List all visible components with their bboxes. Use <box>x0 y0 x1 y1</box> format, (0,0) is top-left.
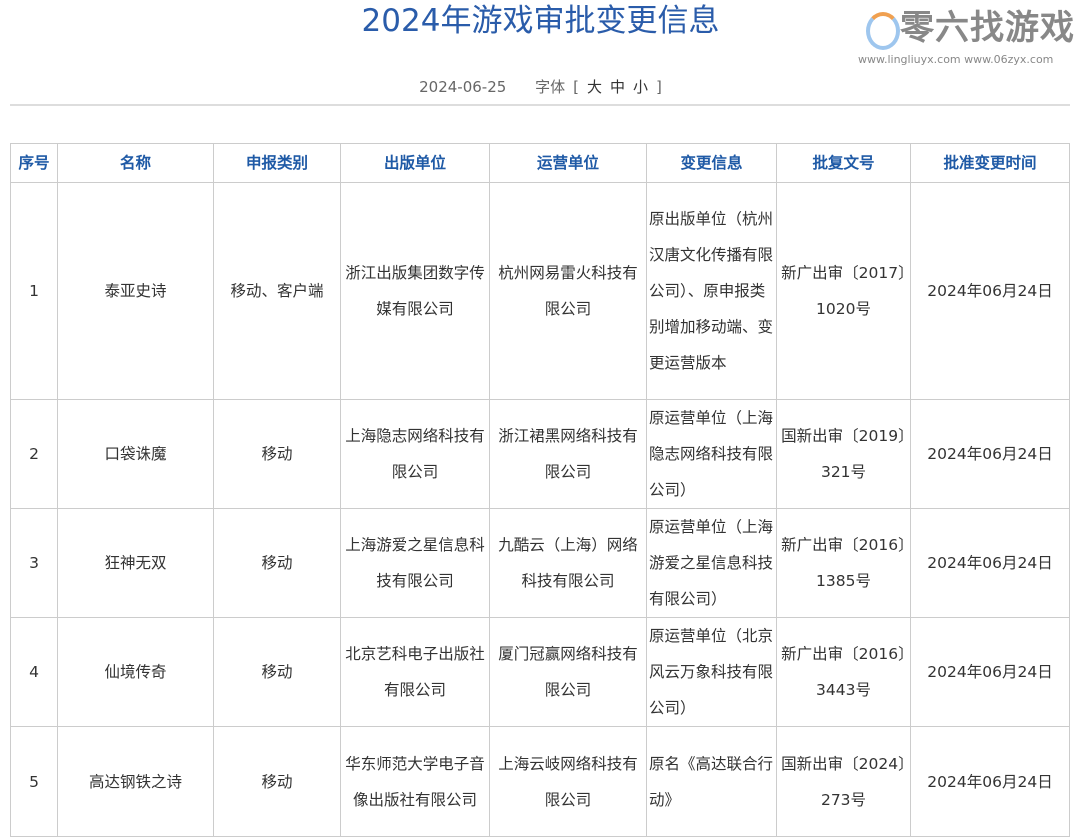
cell-index: 1 <box>10 182 58 400</box>
cell-operator: 浙江裙黑网络科技有限公司 <box>489 399 647 509</box>
column-header: 批准变更时间 <box>910 143 1070 183</box>
font-size-label: 字体 <box>535 78 566 96</box>
cell-name: 高达钢铁之诗 <box>57 726 214 837</box>
font-size-medium[interactable]: 中 <box>609 78 625 96</box>
cell-approval-date: 2024年06月24日 <box>910 617 1070 727</box>
cell-index: 5 <box>10 726 58 837</box>
cell-approval-date: 2024年06月24日 <box>910 508 1070 618</box>
table-row: 1 泰亚史诗 移动、客户端 浙江出版集团数字传媒有限公司 杭州网易雷火科技有限公司 原出版… <box>10 182 1070 400</box>
cell-name: 泰亚史诗 <box>57 182 214 400</box>
cell-index: 3 <box>10 508 58 618</box>
cell-operator: 厦门冠赢网络科技有限公司 <box>489 617 647 727</box>
cell-publisher: 华东师范大学电子音像出版社有限公司 <box>340 726 490 837</box>
cell-publisher: 上海隐志网络科技有限公司 <box>340 399 490 509</box>
cell-category: 移动 <box>213 726 341 837</box>
font-size-small[interactable]: 小 <box>633 78 649 96</box>
page-title: 2024年游戏审批变更信息 <box>361 3 720 39</box>
publish-date: 2024-06-25 <box>419 78 507 96</box>
cell-publisher: 北京艺科电子出版社有限公司 <box>340 617 490 727</box>
cell-operator: 杭州网易雷火科技有限公司 <box>489 182 647 400</box>
divider <box>10 104 1070 106</box>
column-header: 运营单位 <box>489 143 647 183</box>
font-size-large[interactable]: 大 <box>586 78 602 96</box>
cell-index: 2 <box>10 399 58 509</box>
table-row: 2 口袋诛魔 移动 上海隐志网络科技有限公司 浙江裙黑网络科技有限公司 原运营单位（上海隐… <box>10 399 1070 509</box>
cell-approval-number: 国新出审〔2019〕321号 <box>776 399 911 509</box>
cell-operator: 九酷云（上海）网络科技有限公司 <box>489 508 647 618</box>
watermark-urls: www.lingliuyx.com www.06zyx.com <box>858 53 1054 66</box>
cell-change-info: 原运营单位（上海隐志网络科技有限公司） <box>646 399 777 509</box>
bracket: ] <box>656 78 662 96</box>
cell-name: 狂神无双 <box>57 508 214 618</box>
cell-change-info: 原运营单位（北京风云万象科技有限公司） <box>646 617 777 727</box>
column-header: 出版单位 <box>340 143 490 183</box>
cell-operator: 上海云岐网络科技有限公司 <box>489 726 647 837</box>
cell-publisher: 上海游爱之星信息科技有限公司 <box>340 508 490 618</box>
cell-approval-number: 国新出审〔2024〕273号 <box>776 726 911 837</box>
column-header: 序号 <box>10 143 58 183</box>
cell-change-info: 原出版单位（杭州汉唐文化传播有限公司）、原申报类别增加移动端、变更运营版本 <box>646 182 777 400</box>
cell-approval-date: 2024年06月24日 <box>910 726 1070 837</box>
column-header: 名称 <box>57 143 214 183</box>
table-row: 5 高达钢铁之诗 移动 华东师范大学电子音像出版社有限公司 上海云岐网络科技有限公司 原名… <box>10 726 1070 837</box>
cell-approval-number: 新广出审〔2017〕1020号 <box>776 182 911 400</box>
cell-index: 4 <box>10 617 58 727</box>
column-header: 变更信息 <box>646 143 777 183</box>
cell-category: 移动 <box>213 399 341 509</box>
cell-approval-number: 新广出审〔2016〕1385号 <box>776 508 911 618</box>
cell-approval-date: 2024年06月24日 <box>910 182 1070 400</box>
cell-category: 移动、客户端 <box>213 182 341 400</box>
cell-name: 口袋诛魔 <box>57 399 214 509</box>
cell-approval-date: 2024年06月24日 <box>910 399 1070 509</box>
cell-approval-number: 新广出审〔2016〕3443号 <box>776 617 911 727</box>
table-row: 4 仙境传奇 移动 北京艺科电子出版社有限公司 厦门冠赢网络科技有限公司 原运营单位（北京… <box>10 617 1070 727</box>
bracket: [ <box>573 78 579 96</box>
cell-category: 移动 <box>213 508 341 618</box>
approval-table: 序号 名称 申报类别 出版单位 运营单位 变更信息 批复文号 批准变更时间 1 泰亚史诗 移动、客… <box>10 143 1070 837</box>
cell-change-info: 原运营单位（上海游爱之星信息科技有限公司） <box>646 508 777 618</box>
article-meta: 2024-06-25 字体 [ 大中小] <box>0 76 1081 98</box>
table-header: 序号 名称 申报类别 出版单位 运营单位 变更信息 批复文号 批准变更时间 <box>10 143 1070 183</box>
cell-publisher: 浙江出版集团数字传媒有限公司 <box>340 182 490 400</box>
cell-category: 移动 <box>213 617 341 727</box>
column-header: 申报类别 <box>213 143 341 183</box>
column-header: 批复文号 <box>776 143 911 183</box>
cell-name: 仙境传奇 <box>57 617 214 727</box>
table-row: 3 狂神无双 移动 上海游爱之星信息科技有限公司 九酷云（上海）网络科技有限公司 原运营单… <box>10 508 1070 618</box>
cell-change-info: 原名《高达联合行动》 <box>646 726 777 837</box>
